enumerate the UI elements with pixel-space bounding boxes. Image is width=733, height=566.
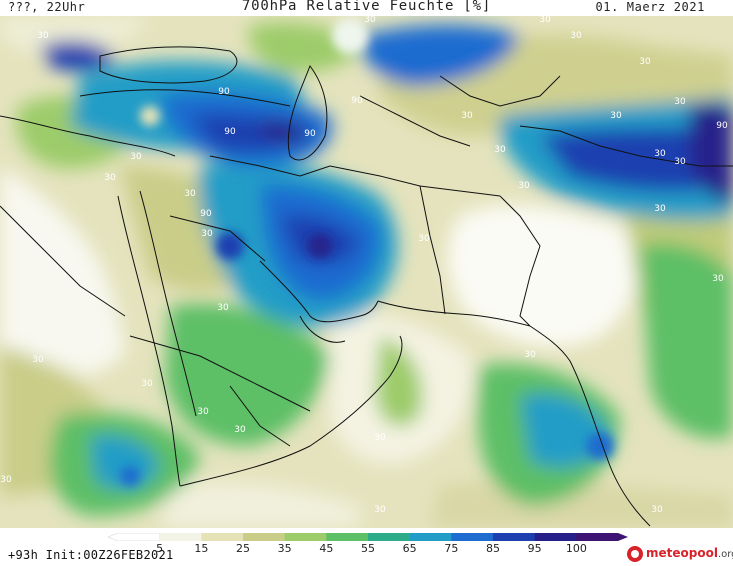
init-time-label: +93h Init:00Z26FEB2021: [8, 548, 174, 562]
colorbar-segment: [409, 533, 452, 541]
colorbar-segment: [451, 533, 494, 541]
colorbar-segment: [159, 533, 202, 541]
colorbar: [108, 533, 628, 541]
colorbar-tick-label: 95: [527, 542, 542, 555]
colorbar-tick-label: 15: [194, 542, 209, 555]
contour-label: 30: [674, 97, 686, 107]
colorbar-tick-label: 45: [319, 542, 334, 555]
contour-label: 30: [104, 173, 116, 183]
forecast-date-label: 01. Maerz 2021: [595, 0, 705, 14]
colorbar-tick-label: 100: [565, 542, 587, 555]
border-6: [519, 125, 733, 167]
colorbar-segment: [576, 533, 628, 541]
border-10: [439, 75, 561, 107]
border-7: [129, 335, 311, 412]
contour-label: 30: [654, 149, 666, 159]
colorbar-tick-label: 35: [277, 542, 292, 555]
contour-label: 90: [351, 96, 363, 106]
humidity-field: [0, 16, 733, 528]
map-title: 700hPa Relative Feuchte [%]: [241, 0, 492, 14]
humidity-pockets: [120, 18, 614, 486]
meteopool-logo: meteopool.org: [627, 544, 733, 564]
contour-label: 90: [200, 209, 212, 219]
contour-label: 30: [141, 379, 153, 389]
contour-label: 30: [418, 234, 430, 244]
colorbar-tick-label: 5: [156, 542, 164, 555]
contour-label: 30: [201, 229, 213, 239]
med-coast: [0, 115, 176, 157]
contour-label: 30: [374, 433, 386, 443]
contour-label: 30: [570, 31, 582, 41]
humidity-map: 30 30 30 30 30 30 30 30 30 30 30 30 30 3…: [0, 15, 733, 528]
contour-label: 30: [524, 350, 536, 360]
contour-label: 30: [461, 111, 473, 121]
colorbar-tick-label: 25: [236, 542, 250, 555]
logo-text: meteopool.org: [646, 546, 733, 560]
contour-label: 90: [716, 121, 728, 131]
colorbar-segment: [368, 533, 411, 541]
contour-label: 30: [37, 31, 49, 41]
colorbar-segment: [284, 533, 327, 541]
humidity-map-canvas: 30 30 30 30 30 30 30 30 30 30 30 30 30 3…: [0, 15, 733, 528]
contour-label: 30: [712, 274, 724, 284]
colorbar-segment: [534, 533, 577, 541]
colorbar-segment: [493, 533, 536, 541]
border-2: [209, 155, 331, 177]
coastlines-borders: [0, 46, 733, 527]
border-8: [229, 385, 291, 447]
map-header: ???, 22Uhr 700hPa Relative Feuchte [%] 0…: [0, 0, 733, 16]
contour-label: 30: [651, 505, 663, 515]
contour-label: 30: [0, 475, 12, 485]
border-5: [499, 195, 541, 327]
red-sea-east-coast: [139, 190, 197, 417]
forecast-time-label: ???, 22Uhr: [8, 0, 86, 14]
border-4: [419, 185, 446, 315]
map-footer: 5 15 25 35 45 55 65 75 85 95 100 +93h Init:00Z26FE…: [0, 528, 733, 566]
contour-label: 30: [654, 204, 666, 214]
contour-label: 30: [494, 145, 506, 155]
contour-label: 30: [610, 111, 622, 121]
contour-label: 30: [184, 189, 196, 199]
colorbar-tick-label: 55: [361, 542, 375, 555]
colorbar-tick-label: 65: [402, 542, 417, 555]
logo-icon: [627, 546, 643, 562]
turkey-coast: [79, 89, 291, 107]
border-9: [0, 205, 126, 317]
contour-label: 30: [234, 425, 246, 435]
colorbar-segment: [108, 533, 160, 541]
border-1: [169, 215, 266, 262]
contour-label: 30: [197, 407, 209, 417]
contour-label: 30: [130, 152, 142, 162]
contour-labels: 30 30 30 30 30 30 30 30 30 30 30 30 30 3…: [0, 15, 728, 515]
colorbar-segment: [201, 533, 244, 541]
contour-label: 90: [224, 127, 236, 137]
colorbar-segment: [326, 533, 369, 541]
colorbar-segment: [243, 533, 286, 541]
black-sea: [99, 46, 238, 84]
contour-label: 90: [304, 129, 316, 139]
contour-label: 30: [639, 57, 651, 67]
colorbar-tick-label: 75: [444, 542, 459, 555]
iran-south-coast: [377, 300, 531, 327]
colorbar-tick-label: 85: [486, 542, 500, 555]
contour-label: 30: [217, 303, 229, 313]
persian-gulf-coast: [259, 260, 379, 323]
contour-label: 30: [518, 181, 530, 191]
arabia-west-coast: [117, 195, 181, 487]
caspian-sea: [287, 64, 328, 161]
contour-label: 30: [674, 157, 686, 167]
arabia-south-coast: [179, 335, 403, 487]
contour-label: 90: [218, 87, 230, 97]
contour-label: 30: [374, 505, 386, 515]
india-west-coast: [529, 325, 651, 527]
contour-label: 30: [32, 355, 44, 365]
contour-label: 30: [364, 16, 376, 25]
contour-label: 30: [539, 16, 551, 25]
qatar-uae-coast: [299, 315, 346, 343]
border-11: [359, 95, 471, 147]
